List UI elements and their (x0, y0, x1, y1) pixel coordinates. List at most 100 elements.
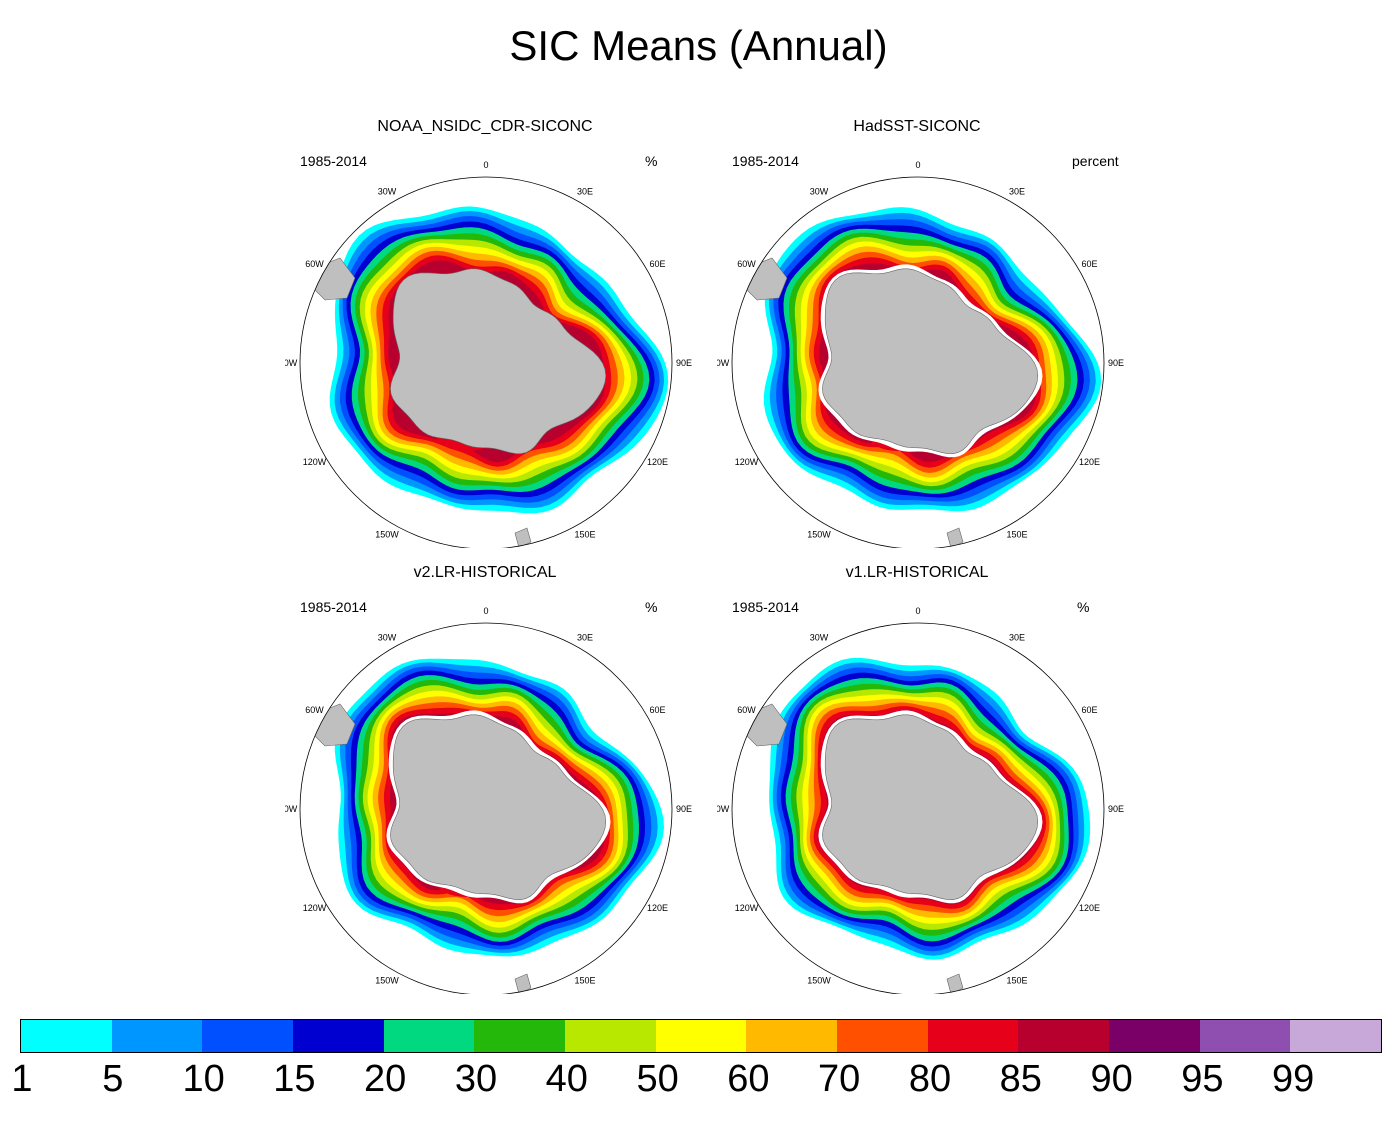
longitude-label: 30W (810, 633, 829, 643)
panel-period: 1985-2014 (300, 153, 367, 169)
antarctica (390, 268, 607, 455)
colorbar-tick-label: 60 (727, 1058, 770, 1100)
colorbar-tick-label: 95 (1181, 1058, 1224, 1100)
colorbar-segment (565, 1020, 656, 1052)
colorbar-segment (1018, 1020, 1110, 1052)
longitude-label: 30E (1009, 633, 1025, 643)
colorbar-tick-label: 40 (545, 1058, 588, 1100)
longitude-label: 90W (285, 358, 298, 368)
colorbar-tick-label: 15 (273, 1058, 316, 1100)
panel-units: percent (1072, 153, 1119, 169)
panel-period: 1985-2014 (300, 599, 367, 615)
longitude-label: 30W (378, 633, 397, 643)
longitude-label: 150E (1006, 976, 1027, 986)
longitude-label: 60E (1081, 705, 1097, 715)
colorbar-tick-label: 85 (999, 1058, 1042, 1100)
longitude-label: 0 (915, 606, 920, 616)
colorbar-tick-label: 30 (454, 1058, 498, 1100)
longitude-label: 120W (735, 903, 759, 913)
colorbar-tick-label: 90 (1090, 1058, 1133, 1100)
colorbar-segment (293, 1020, 384, 1052)
longitude-label: 120E (1079, 457, 1100, 467)
new-zealand (514, 973, 532, 994)
antarctica (822, 714, 1039, 901)
colorbar-tick-label: 80 (908, 1058, 952, 1100)
longitude-label: 60W (737, 259, 756, 269)
panel-units: % (1077, 599, 1090, 615)
colorbar-segment (383, 1020, 475, 1052)
colorbar-tick-label: 10 (182, 1058, 225, 1100)
longitude-label: 150E (574, 976, 595, 986)
polar-map: 030E60E90E120E150E180150W120W90W60W30W (717, 606, 1124, 994)
colorbar-tick-label: 99 (1272, 1058, 1315, 1100)
polar-map: 030E60E90E120E150E180150W120W90W60W30W (717, 160, 1124, 548)
colorbar-segment (111, 1020, 203, 1052)
colorbar-segment (927, 1020, 1019, 1052)
longitude-label: 0 (915, 160, 920, 170)
longitude-label: 150W (375, 530, 399, 540)
longitude-label: 150W (807, 530, 831, 540)
polar-map: 030E60E90E120E150E180150W120W90W60W30W (285, 160, 692, 548)
longitude-label: 60W (305, 259, 324, 269)
colorbar-segment (202, 1020, 294, 1052)
panel-units: % (645, 599, 658, 615)
longitude-label: 30E (577, 187, 593, 197)
map-boundary (731, 622, 1105, 994)
new-zealand (946, 527, 964, 548)
longitude-label: 90W (717, 804, 730, 814)
longitude-label: 60W (737, 705, 756, 715)
longitude-label: 150W (807, 976, 831, 986)
colorbar (20, 1019, 1382, 1053)
longitude-label: 120E (647, 903, 668, 913)
longitude-label: 60E (1081, 259, 1097, 269)
colorbar-segment (655, 1020, 747, 1052)
longitude-label: 60E (649, 259, 665, 269)
longitude-label: 60E (649, 705, 665, 715)
map-panel: v2.LR-HISTORICAL 1985-2014% 0 30E 60E 90E 120E… (285, 564, 692, 994)
longitude-label: 90W (717, 358, 730, 368)
longitude-label: 90E (676, 804, 692, 814)
longitude-label: 150E (1006, 530, 1027, 540)
colorbar-segment (21, 1020, 112, 1052)
colorbar-segment (746, 1020, 838, 1052)
colorbar-tick-label: 20 (364, 1058, 407, 1100)
map-panel: v1.LR-HISTORICAL 1985-2014% 0 30E 60E 90E 120E… (717, 564, 1124, 994)
colorbar-segment (1290, 1020, 1382, 1052)
longitude-label: 30E (577, 633, 593, 643)
longitude-label: 120W (303, 457, 327, 467)
longitude-label: 60W (305, 705, 324, 715)
colorbar-segment (474, 1020, 566, 1052)
colorbar-tick-label: 1 (11, 1058, 33, 1100)
longitude-label: 0 (483, 606, 488, 616)
longitude-label: 90E (676, 358, 692, 368)
colorbar-tick-label: 70 (818, 1058, 861, 1100)
longitude-label: 30W (378, 187, 397, 197)
colorbar-segment (837, 1020, 928, 1052)
polar-map: 030E60E90E120E150E180150W120W90W60W30W (285, 606, 692, 994)
longitude-label: 150W (375, 976, 399, 986)
panel-title: v1.LR-HISTORICAL (845, 564, 989, 581)
map-boundary (299, 622, 673, 994)
longitude-label: 30E (1009, 187, 1025, 197)
map-panel: HadSST-SICONC 1985-2014 percent 0 30E 60E 90E 1… (717, 118, 1124, 548)
panel-title: NOAA_NSIDC_CDR-SICONC (377, 118, 593, 135)
panel-period: 1985-2014 (732, 153, 799, 169)
longitude-label: 0 (483, 160, 488, 170)
longitude-label: 30W (810, 187, 829, 197)
map-boundary (731, 176, 1105, 548)
panel-title: v2.LR-HISTORICAL (413, 564, 557, 581)
panel-title: HadSST-SICONC (853, 118, 981, 135)
antarctica (822, 268, 1039, 455)
longitude-label: 120W (735, 457, 759, 467)
map-panel: NOAA_NSIDC_CDR-SICONC 1985-2014% 0 30E 60E 90… (285, 118, 692, 548)
longitude-label: 150E (574, 530, 595, 540)
new-zealand (514, 527, 532, 548)
colorbar-tick-label: 50 (636, 1058, 679, 1100)
longitude-label: 90E (1108, 358, 1124, 368)
antarctica (390, 714, 607, 901)
longitude-label: 120E (1079, 903, 1100, 913)
longitude-label: 90W (285, 804, 298, 814)
colorbar-tick-label: 5 (102, 1058, 124, 1100)
longitude-label: 120E (647, 457, 668, 467)
colorbar-segment (1199, 1020, 1291, 1052)
